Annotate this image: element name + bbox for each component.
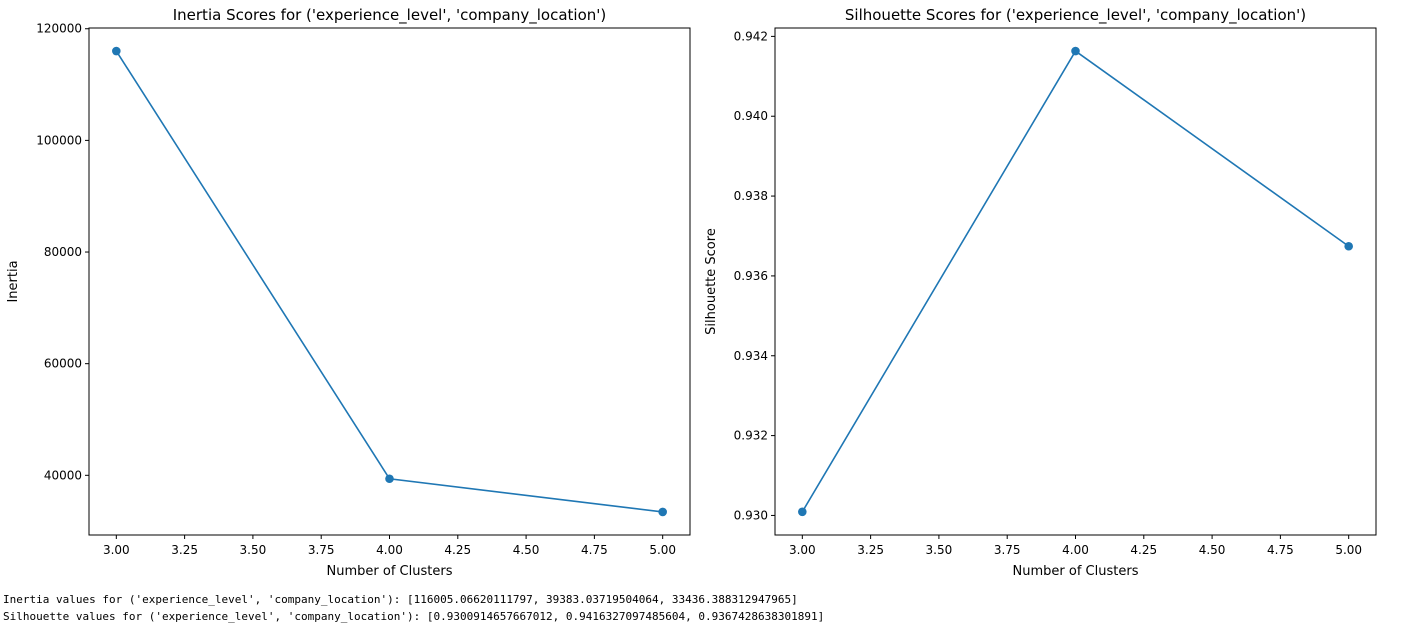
inertia-values-output: Inertia values for ('experience_level', … [3,593,798,606]
inertia-data-point [112,46,121,56]
inertia-x-tick-label: 3.75 [308,543,335,557]
inertia-x-tick-label: 4.00 [376,543,403,557]
inertia-chart-title: Inertia Scores for ('experience_level', … [173,6,607,25]
silhouette-y-tick-label: 0.942 [734,29,768,43]
inertia-data-point [658,507,667,517]
silhouette-chart-title: Silhouette Scores for ('experience_level… [845,6,1306,25]
silhouette-y-tick-label: 0.938 [734,189,768,203]
silhouette-x-axis-label: Number of Clusters [1013,564,1139,579]
silhouette-plot-frame [774,27,1377,536]
silhouette-x-tick-label: 3.75 [994,543,1021,557]
silhouette-x-tick-label: 5.00 [1335,543,1362,557]
silhouette-y-tick-label: 0.932 [734,429,768,443]
inertia-series-line [115,50,663,513]
inertia-y-tick-label: 40000 [44,468,82,482]
inertia-x-tick-label: 4.25 [444,543,471,557]
inertia-x-tick-label: 5.00 [649,543,676,557]
silhouette-y-tick-label: 0.930 [734,508,768,522]
silhouette-y-tick-label: 0.940 [734,109,768,123]
silhouette-series-line [801,49,1350,513]
inertia-x-tick-label: 4.75 [581,543,608,557]
silhouette-data-point [798,507,807,517]
inertia-y-tick-label: 80000 [44,245,82,259]
silhouette-values-output: Silhouette values for ('experience_level… [3,610,825,623]
inertia-plot-frame [88,27,691,536]
silhouette-data-point [1071,46,1080,56]
inertia-y-tick-label: 100000 [36,133,82,147]
silhouette-x-tick-label: 3.00 [789,543,816,557]
silhouette-data-point [1344,241,1353,251]
silhouette-x-tick-label: 4.25 [1130,543,1157,557]
silhouette-x-tick-label: 3.50 [926,543,953,557]
inertia-x-tick-label: 4.50 [513,543,540,557]
silhouette-y-tick-label: 0.936 [734,269,768,283]
inertia-x-axis-label: Number of Clusters [327,564,453,579]
inertia-x-tick-label: 3.50 [240,543,267,557]
silhouette-y-axis-label: Silhouette Score [704,228,719,335]
inertia-data-point [385,474,394,484]
inertia-x-tick-label: 3.25 [171,543,198,557]
inertia-y-tick-label: 120000 [36,22,82,36]
silhouette-y-tick-label: 0.934 [734,349,768,363]
silhouette-x-tick-label: 3.25 [857,543,884,557]
silhouette-x-tick-label: 4.00 [1062,543,1089,557]
silhouette-x-tick-label: 4.50 [1199,543,1226,557]
silhouette-x-tick-label: 4.75 [1267,543,1294,557]
inertia-y-axis-label: Inertia [6,260,21,302]
inertia-y-tick-label: 60000 [44,357,82,371]
charts-figure: Inertia Scores for ('experience_level', … [6,6,1377,579]
inertia-x-tick-label: 3.00 [103,543,130,557]
